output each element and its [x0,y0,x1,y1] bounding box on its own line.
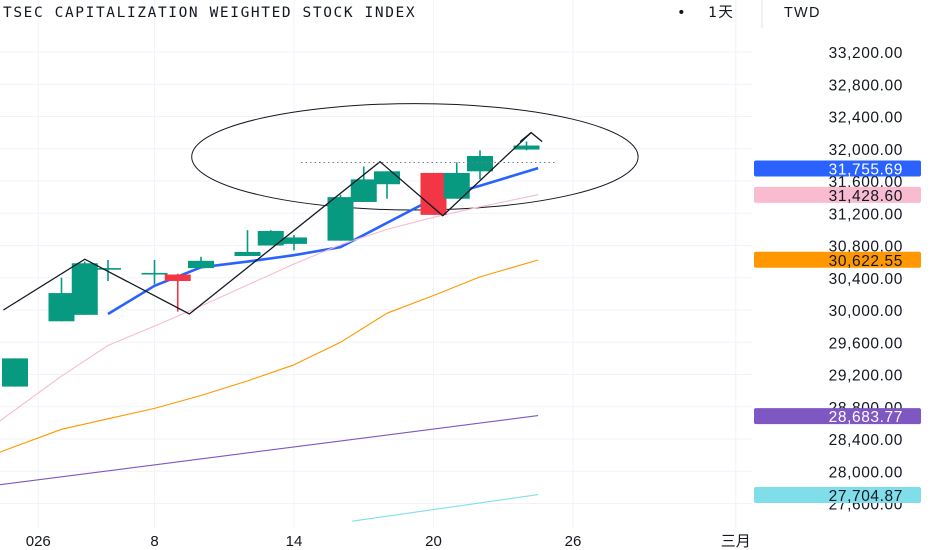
price-label-badge [754,408,921,425]
x-tick-label: 026 [26,533,51,550]
y-tick-label: 30,000.00 [829,303,903,320]
chart-header: TSEC CAPITALIZATION WEIGHTED STOCK INDEX… [3,0,821,28]
candle [327,194,354,241]
y-tick-label: 32,400.00 [829,110,903,127]
candle-body [350,179,377,202]
ellipse-drawing [191,103,639,211]
y-tick-label: 31,200.00 [829,206,903,223]
y-tick-label: 29,200.00 [829,368,903,385]
candle [234,230,261,256]
candle-body [48,293,75,322]
x-tick-label: 14 [286,533,303,550]
separator-dot: • [677,5,687,21]
candle-body [95,268,121,270]
y-tick-label: 31,600.00 [829,174,903,191]
moving-averages [0,166,539,522]
time-axis[interactable]: 026 8 14 20 26 三月 [26,533,751,550]
candle [48,277,75,322]
annotations [3,131,555,315]
candle [513,141,540,151]
price-label-badge [754,251,921,268]
symbol-title: TSEC CAPITALIZATION WEIGHTED STOCK INDEX [3,5,416,21]
candle [141,260,168,285]
candle [71,261,98,315]
candle [350,166,377,202]
y-tick-label: 28,000.00 [829,464,903,481]
candle [467,150,493,180]
x-tick-label: 三月 [721,533,751,550]
candle-body [467,156,493,172]
price-label: 30,622.55 [754,251,921,270]
candle [257,230,284,246]
candle [374,171,400,199]
price-labels: 31,755.69 31,428.60 30,622.55 28,683.77 27,7… [754,160,921,505]
x-tick-label: 20 [425,533,442,550]
zigzag-drawing [3,132,532,315]
arrowhead [519,131,543,143]
candle-body [513,145,540,150]
candle-body [234,251,261,256]
price-label-text: 28,683.77 [829,409,903,426]
ma-line-2 [0,194,539,422]
y-tick-label: 30,800.00 [829,239,903,256]
x-tick-label: 26 [565,533,582,550]
candle [164,273,191,312]
candle-body [2,358,28,387]
candle-body [374,171,400,185]
price-label-text: 31,428.60 [829,188,903,205]
currency-label[interactable]: TWD [784,5,821,21]
price-label-text: 31,755.69 [829,161,903,178]
y-tick-label: 32,000.00 [829,142,903,159]
price-label-badge [754,487,921,504]
x-tick-label: 8 [150,533,158,550]
candle [420,172,447,215]
candle-body [420,172,447,215]
y-tick-label: 33,200.00 [829,45,903,62]
candle-body [141,272,168,275]
candle-body [71,263,98,315]
price-label-text: 27,704.87 [829,488,903,505]
y-tick-label: 28,400.00 [829,432,903,449]
price-label-text: 30,622.55 [829,253,903,270]
ma-line-3 [0,259,539,453]
candle-body [188,260,214,269]
candle [188,256,214,269]
chart-grid [0,0,752,528]
price-label: 27,704.87 [754,487,921,505]
ma-line-5 [352,494,539,522]
price-axis[interactable]: 33,200.00 32,800.00 32,400.00 32,000.00 31,6… [829,45,903,514]
price-label: 31,755.69 [754,160,921,178]
price-label: 28,683.77 [754,408,921,426]
drawing-layer [191,103,639,211]
price-label: 31,428.60 [754,186,921,205]
candle [281,235,307,251]
candle [95,260,121,281]
candle-body [281,237,307,244]
ma-line-4 [0,415,539,486]
candle [2,358,28,387]
price-label-badge [754,186,921,203]
y-tick-label: 32,800.00 [829,77,903,94]
price-label-badge [754,160,921,177]
interval-label[interactable]: 1天 [708,5,734,21]
y-tick-label: 29,600.00 [829,335,903,352]
candle-body [327,197,354,241]
candlesticks [2,141,540,387]
candle-body [257,230,284,246]
candle-body [164,274,191,281]
ma-line-1 [107,166,539,316]
y-tick-label: 30,400.00 [829,271,903,288]
